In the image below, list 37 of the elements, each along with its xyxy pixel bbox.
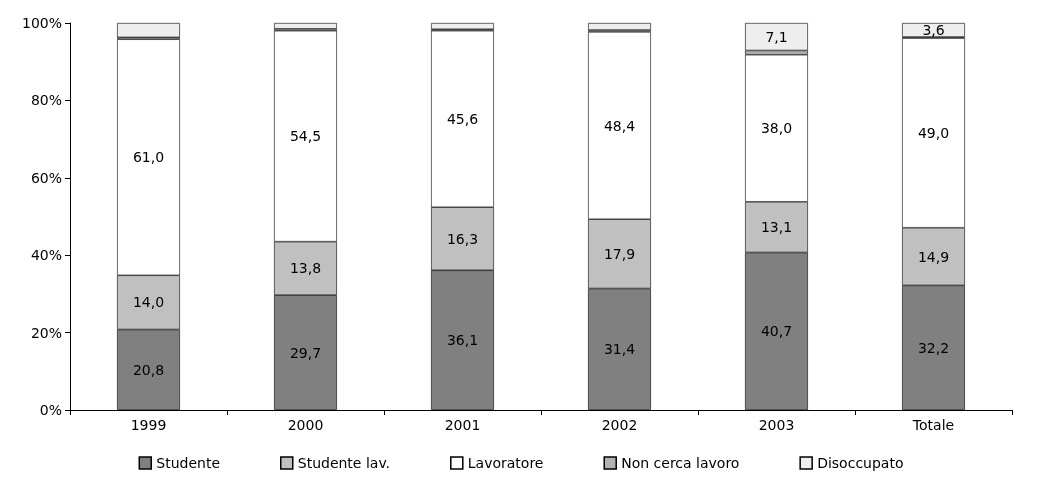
data-label: 14,0 [132, 294, 165, 311]
x-tick-label: 1999 [130, 417, 167, 433]
data-label: 54,5 [289, 128, 322, 145]
y-tick-label: 0% [39, 402, 62, 418]
y-tick-label: 100% [21, 15, 62, 31]
data-label: 45,6 [446, 110, 479, 127]
data-label: 13,1 [760, 219, 793, 236]
data-label: 3,6 [922, 21, 945, 38]
data-label: 38,0 [760, 120, 793, 137]
x-tick-label: 2003 [758, 417, 795, 433]
data-label: 61,0 [132, 149, 165, 166]
y-tick-label: 40% [30, 247, 62, 264]
x-tick-label: 2002 [601, 417, 638, 433]
data-label: 13,8 [289, 260, 322, 277]
legend-label: Studente [156, 455, 221, 471]
data-label: 17,9 [603, 245, 636, 262]
x-tick-label: 2000 [287, 417, 324, 433]
x-tick-label: Totale [911, 417, 955, 433]
legend-label: Non cerca lavoro [621, 455, 740, 471]
legend-label: Lavoratore [467, 455, 544, 471]
legend-label: Studente lav. [297, 455, 391, 471]
y-tick-label: 80% [30, 92, 62, 109]
y-tick-label: 20% [30, 324, 62, 341]
data-label: 36,1 [446, 332, 479, 349]
data-label: 20,8 [132, 361, 165, 378]
data-label: 29,7 [289, 344, 322, 361]
data-label: 14,9 [917, 248, 950, 265]
data-label: 16,3 [446, 230, 479, 247]
x-tick-label: 2001 [444, 417, 481, 433]
data-label: 31,4 [603, 341, 636, 358]
data-label: 40,7 [760, 323, 793, 340]
data-label: 32,2 [917, 339, 950, 356]
legend-label: Disoccupato [817, 455, 904, 471]
data-label: 48,4 [603, 117, 636, 134]
y-tick-label: 60% [30, 169, 62, 186]
data-label: 7,1 [765, 28, 788, 45]
data-label: 49,0 [917, 124, 950, 141]
